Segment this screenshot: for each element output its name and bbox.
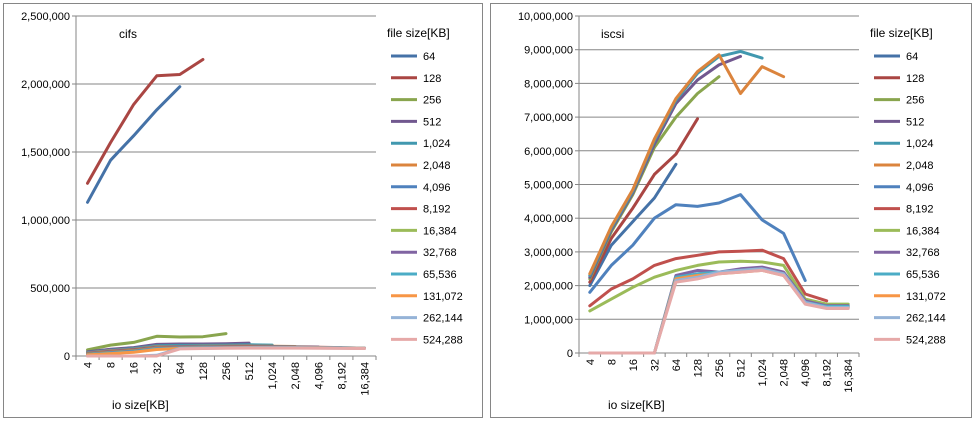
iscsi-legend-label: 256 xyxy=(906,95,924,107)
iscsi-y-tick-label: 5,000,000 xyxy=(524,180,573,192)
cifs-legend-label: 32,768 xyxy=(423,247,457,259)
cifs-chart-title: cifs xyxy=(119,27,137,41)
iscsi-y-tick-label: 10,000,000 xyxy=(518,11,573,23)
cifs-y-tick-label: 500,000 xyxy=(30,283,70,295)
iscsi-y-tick-label: 0 xyxy=(567,348,573,360)
cifs-x-tick-label: 4 xyxy=(83,362,95,368)
iscsi-legend-label: 262,144 xyxy=(906,313,946,325)
iscsi-x-tick-label: 256 xyxy=(714,359,726,377)
iscsi-y-tick-label: 7,000,000 xyxy=(524,112,573,124)
iscsi-y-tick-label: 2,000,000 xyxy=(524,281,573,293)
cifs-x-tick-label: 8 xyxy=(106,362,118,368)
iscsi-legend-label: 16,384 xyxy=(906,225,940,237)
cifs-x-tick-label: 64 xyxy=(175,362,187,374)
cifs-legend-label: 128 xyxy=(423,73,441,85)
cifs-legend-label: 8,192 xyxy=(423,204,451,216)
cifs-y-tick-label: 0 xyxy=(64,351,70,363)
iscsi-series-line-7 xyxy=(588,248,829,308)
iscsi-y-tick-label: 6,000,000 xyxy=(524,146,573,158)
iscsi-legend-label: 65,536 xyxy=(906,269,940,281)
cifs-legend-label: 524,288 xyxy=(423,334,463,346)
cifs-legend-label: 512 xyxy=(423,116,441,128)
cifs-x-tick-label: 4,096 xyxy=(313,362,325,390)
cifs-y-tick-label: 2,500,000 xyxy=(21,11,70,23)
cifs-legend-label: 16,384 xyxy=(423,225,457,237)
iscsi-series-line-6 xyxy=(588,193,807,294)
iscsi-series-line-1 xyxy=(588,117,699,284)
iscsi-x-tick-label: 512 xyxy=(736,359,748,377)
cifs-y-tick-label: 1,000,000 xyxy=(21,215,70,227)
cifs-series-line-0 xyxy=(86,85,182,204)
cifs-chart: 0 500,000 1,000,000 1,500,000 2,000,000 2,500… xyxy=(21,11,463,412)
iscsi-x-tick-label: 4 xyxy=(585,359,597,365)
iscsi-series-line-5 xyxy=(588,53,786,276)
iscsi-x-tick-label: 64 xyxy=(671,359,683,371)
iscsi-chart-panel: 0 1,000,000 2,000,000 3,000,000 4,000,000 5,0… xyxy=(490,3,972,418)
iscsi-y-tick-label: 1,000,000 xyxy=(524,314,573,326)
iscsi-y-tick-label: 8,000,000 xyxy=(524,78,573,90)
cifs-x-tick-label: 512 xyxy=(244,362,256,380)
cifs-x-tick-label: 16,384 xyxy=(359,362,371,396)
cifs-x-tick-label: 16 xyxy=(129,362,141,374)
cifs-x-tick-label: 256 xyxy=(221,362,233,380)
iscsi-chart: 0 1,000,000 2,000,000 3,000,000 4,000,000 5,0… xyxy=(518,11,946,412)
iscsi-legend-label: 512 xyxy=(906,116,924,128)
cifs-series-line-13 xyxy=(86,346,366,358)
iscsi-x-tick-label: 1,024 xyxy=(757,359,769,387)
cifs-legend-label: 131,072 xyxy=(423,291,463,303)
iscsi-y-tick-label: 4,000,000 xyxy=(524,213,573,225)
iscsi-legend-label: 524,288 xyxy=(906,334,946,346)
cifs-chart-panel: 0 500,000 1,000,000 1,500,000 2,000,000 2,500… xyxy=(3,3,483,418)
iscsi-legend-label: 8,192 xyxy=(906,204,934,216)
cifs-legend-label: 256 xyxy=(423,95,441,107)
iscsi-x-tick-label: 8,192 xyxy=(822,359,834,387)
iscsi-x-tick-label: 16,384 xyxy=(843,359,855,393)
cifs-x-axis-label: io size[KB] xyxy=(112,398,169,412)
iscsi-legend-label: 1,024 xyxy=(906,138,934,150)
iscsi-chart-title: iscsi xyxy=(601,27,624,41)
cifs-legend-label: 262,144 xyxy=(423,313,463,325)
iscsi-series-line-13 xyxy=(588,268,850,355)
cifs-legend-label: 2,048 xyxy=(423,160,451,172)
cifs-y-tick-label: 2,000,000 xyxy=(21,79,70,91)
iscsi-x-tick-label: 16 xyxy=(628,359,640,371)
iscsi-x-tick-label: 8 xyxy=(606,359,618,365)
iscsi-legend-label: 128 xyxy=(906,73,924,85)
iscsi-x-tick-label: 128 xyxy=(692,359,704,377)
cifs-series-line-1 xyxy=(86,58,205,185)
iscsi-x-axis-label: io size[KB] xyxy=(608,398,665,412)
cifs-x-tick-label: 8,192 xyxy=(336,362,348,390)
cifs-x-tick-label: 128 xyxy=(198,362,210,380)
iscsi-legend-label: 4,096 xyxy=(906,182,934,194)
iscsi-y-tick-label: 9,000,000 xyxy=(524,45,573,57)
cifs-legend-label: 64 xyxy=(423,51,435,63)
iscsi-series-line-0 xyxy=(588,162,678,288)
cifs-series-line-2 xyxy=(86,332,228,352)
cifs-y-tick-label: 1,500,000 xyxy=(21,147,70,159)
cifs-legend-label: 4,096 xyxy=(423,182,451,194)
iscsi-series-line-11 xyxy=(588,268,850,355)
cifs-legend-label: 1,024 xyxy=(423,138,451,150)
iscsi-legend-label: 2,048 xyxy=(906,160,934,172)
cifs-legend-label: 65,536 xyxy=(423,269,457,281)
iscsi-x-tick-label: 32 xyxy=(649,359,661,371)
iscsi-legend-label: 64 xyxy=(906,51,918,63)
iscsi-x-tick-label: 2,048 xyxy=(779,359,791,387)
cifs-legend-title: file size[KB] xyxy=(387,26,450,40)
iscsi-legend-title: file size[KB] xyxy=(870,26,933,40)
cifs-x-tick-label: 2,048 xyxy=(290,362,302,390)
iscsi-legend-label: 32,768 xyxy=(906,247,940,259)
iscsi-legend-label: 131,072 xyxy=(906,291,946,303)
cifs-x-tick-label: 1,024 xyxy=(267,362,279,390)
cifs-x-tick-label: 32 xyxy=(152,362,164,374)
iscsi-x-tick-label: 4,096 xyxy=(800,359,812,387)
iscsi-y-tick-label: 3,000,000 xyxy=(524,247,573,259)
